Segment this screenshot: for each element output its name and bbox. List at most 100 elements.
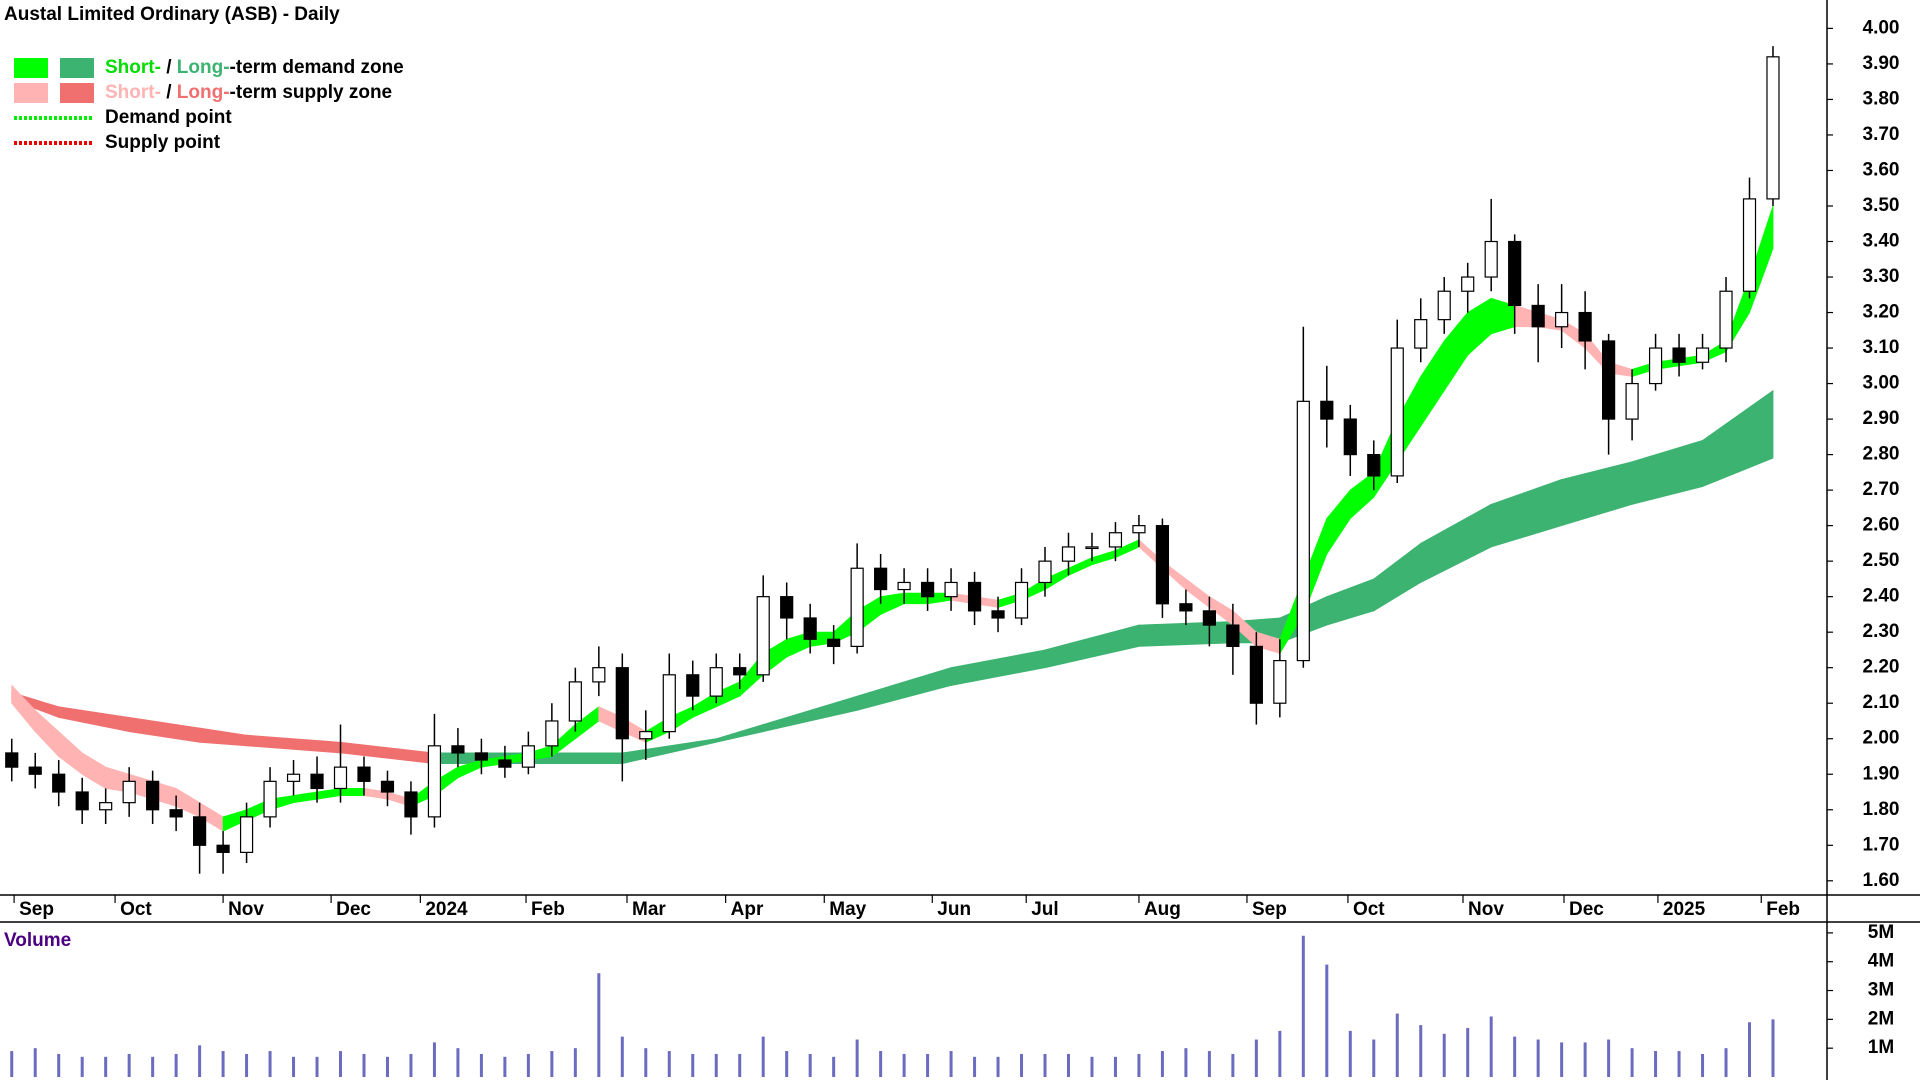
- volume-bar: [691, 1053, 695, 1077]
- candle-body: [920, 581, 935, 598]
- candle-body: [1108, 532, 1123, 548]
- volume-bar: [1677, 1051, 1681, 1077]
- volume-bar: [268, 1051, 272, 1077]
- volume-bar: [1020, 1053, 1024, 1077]
- volume-bar: [832, 1056, 836, 1077]
- y-tick-label: 1.90: [1863, 763, 1900, 784]
- candle-body: [756, 596, 770, 676]
- candle-body: [1766, 56, 1780, 200]
- legend-label: Demand point: [105, 107, 232, 128]
- volume-bar: [1301, 935, 1305, 1077]
- candle-body: [427, 745, 442, 818]
- y-tick-label: 2.10: [1863, 692, 1900, 713]
- y-tick-label: 2.50: [1863, 550, 1900, 571]
- candle-body: [1625, 382, 1639, 420]
- volume-bar: [174, 1053, 178, 1077]
- volume-bar: [1160, 1051, 1164, 1077]
- volume-bar: [1325, 964, 1329, 1077]
- y-tick-label: 3.60: [1863, 159, 1900, 180]
- y-tick-label: 3.10: [1863, 337, 1900, 358]
- x-tick-label: 2024: [425, 899, 468, 920]
- legend-text: -term demand zone: [230, 57, 404, 78]
- legend-swatch: [60, 83, 94, 103]
- candle-body: [310, 773, 324, 790]
- long-zone-segment: [246, 734, 341, 754]
- candle-body: [662, 674, 676, 733]
- candle-body: [1437, 290, 1451, 321]
- volume-bar: [902, 1053, 906, 1077]
- candle-body: [357, 766, 371, 782]
- y-tick-label: 3.80: [1863, 88, 1900, 109]
- y-tick-label: 4.00: [1863, 17, 1900, 38]
- candle-body: [1273, 659, 1287, 704]
- volume-bar: [1348, 1030, 1352, 1077]
- candle-body: [286, 773, 301, 782]
- y-tick-label: 1.60: [1863, 870, 1900, 891]
- legend-swatch: [60, 58, 94, 78]
- long-zone-segment: [128, 716, 201, 743]
- volume-bar: [996, 1056, 1000, 1077]
- volume-bar: [1254, 1039, 1258, 1077]
- candle-body: [263, 780, 277, 818]
- y-tick-label: 3.00: [1863, 373, 1900, 394]
- volume-bar: [104, 1056, 108, 1077]
- legend-text: Long-: [177, 57, 230, 78]
- volume-bar: [667, 1051, 671, 1077]
- volume-bar: [362, 1053, 366, 1077]
- short-zone-segment: [81, 752, 107, 790]
- short-zone-segment: [1443, 311, 1469, 393]
- y-tick-label: 1.80: [1863, 799, 1900, 820]
- volume-bar: [1395, 1013, 1399, 1077]
- candle-body: [897, 581, 911, 591]
- long-zone-segment: [340, 741, 435, 765]
- candle-body: [1719, 290, 1733, 349]
- volume-bar: [949, 1051, 953, 1077]
- volume-bar: [409, 1053, 413, 1077]
- candle-body: [193, 816, 207, 846]
- candle-body: [1226, 624, 1240, 647]
- candle-body: [1320, 400, 1334, 420]
- volume-bar: [1560, 1042, 1564, 1077]
- volume-bar: [198, 1045, 202, 1077]
- long-zone-segment: [856, 667, 952, 711]
- volume-bar: [1184, 1048, 1188, 1077]
- volume-tick-label: 5M: [1868, 922, 1894, 943]
- candle-body: [803, 617, 817, 640]
- candle-body: [1742, 198, 1757, 292]
- legend-label: Supply point: [105, 132, 221, 153]
- volume-bar: [1278, 1030, 1282, 1077]
- volume-bar: [127, 1053, 131, 1077]
- candle-body: [99, 802, 113, 811]
- x-tick-label: Jul: [1031, 899, 1058, 920]
- candle-body: [1132, 525, 1146, 534]
- short-zone-segment: [1185, 578, 1210, 609]
- volume-bar: [1630, 1048, 1634, 1077]
- candle-body: [1578, 311, 1592, 342]
- y-tick-label: 3.90: [1863, 53, 1900, 74]
- x-tick-label: Jun: [937, 899, 971, 920]
- y-tick-label: 2.90: [1863, 408, 1900, 429]
- candle-body: [1508, 240, 1522, 307]
- legend-label: Short- / Long--term supply zone: [105, 82, 392, 103]
- x-tick-label: Mar: [632, 899, 666, 920]
- candle-body: [451, 745, 465, 754]
- candle-body: [827, 638, 841, 647]
- y-tick-label: 1.70: [1863, 834, 1900, 855]
- candle-body: [733, 667, 747, 676]
- volume-bar: [1771, 1019, 1775, 1077]
- candle-body: [75, 791, 89, 811]
- candle-body: [1414, 319, 1428, 349]
- y-tick-label: 2.70: [1863, 479, 1900, 500]
- candle-body: [1461, 276, 1475, 292]
- candle-body: [1155, 525, 1170, 605]
- volume-bar: [1607, 1039, 1611, 1077]
- volume-bar: [761, 1036, 765, 1077]
- volume-bar: [432, 1042, 436, 1077]
- short-zone-segment: [1091, 549, 1116, 566]
- volume-bar: [526, 1053, 530, 1077]
- volume-bar: [1489, 1016, 1493, 1077]
- legend-text: -term supply zone: [230, 82, 393, 103]
- volume-bar: [292, 1056, 296, 1077]
- long-zone-segment: [1373, 542, 1422, 612]
- candle-body: [380, 780, 395, 793]
